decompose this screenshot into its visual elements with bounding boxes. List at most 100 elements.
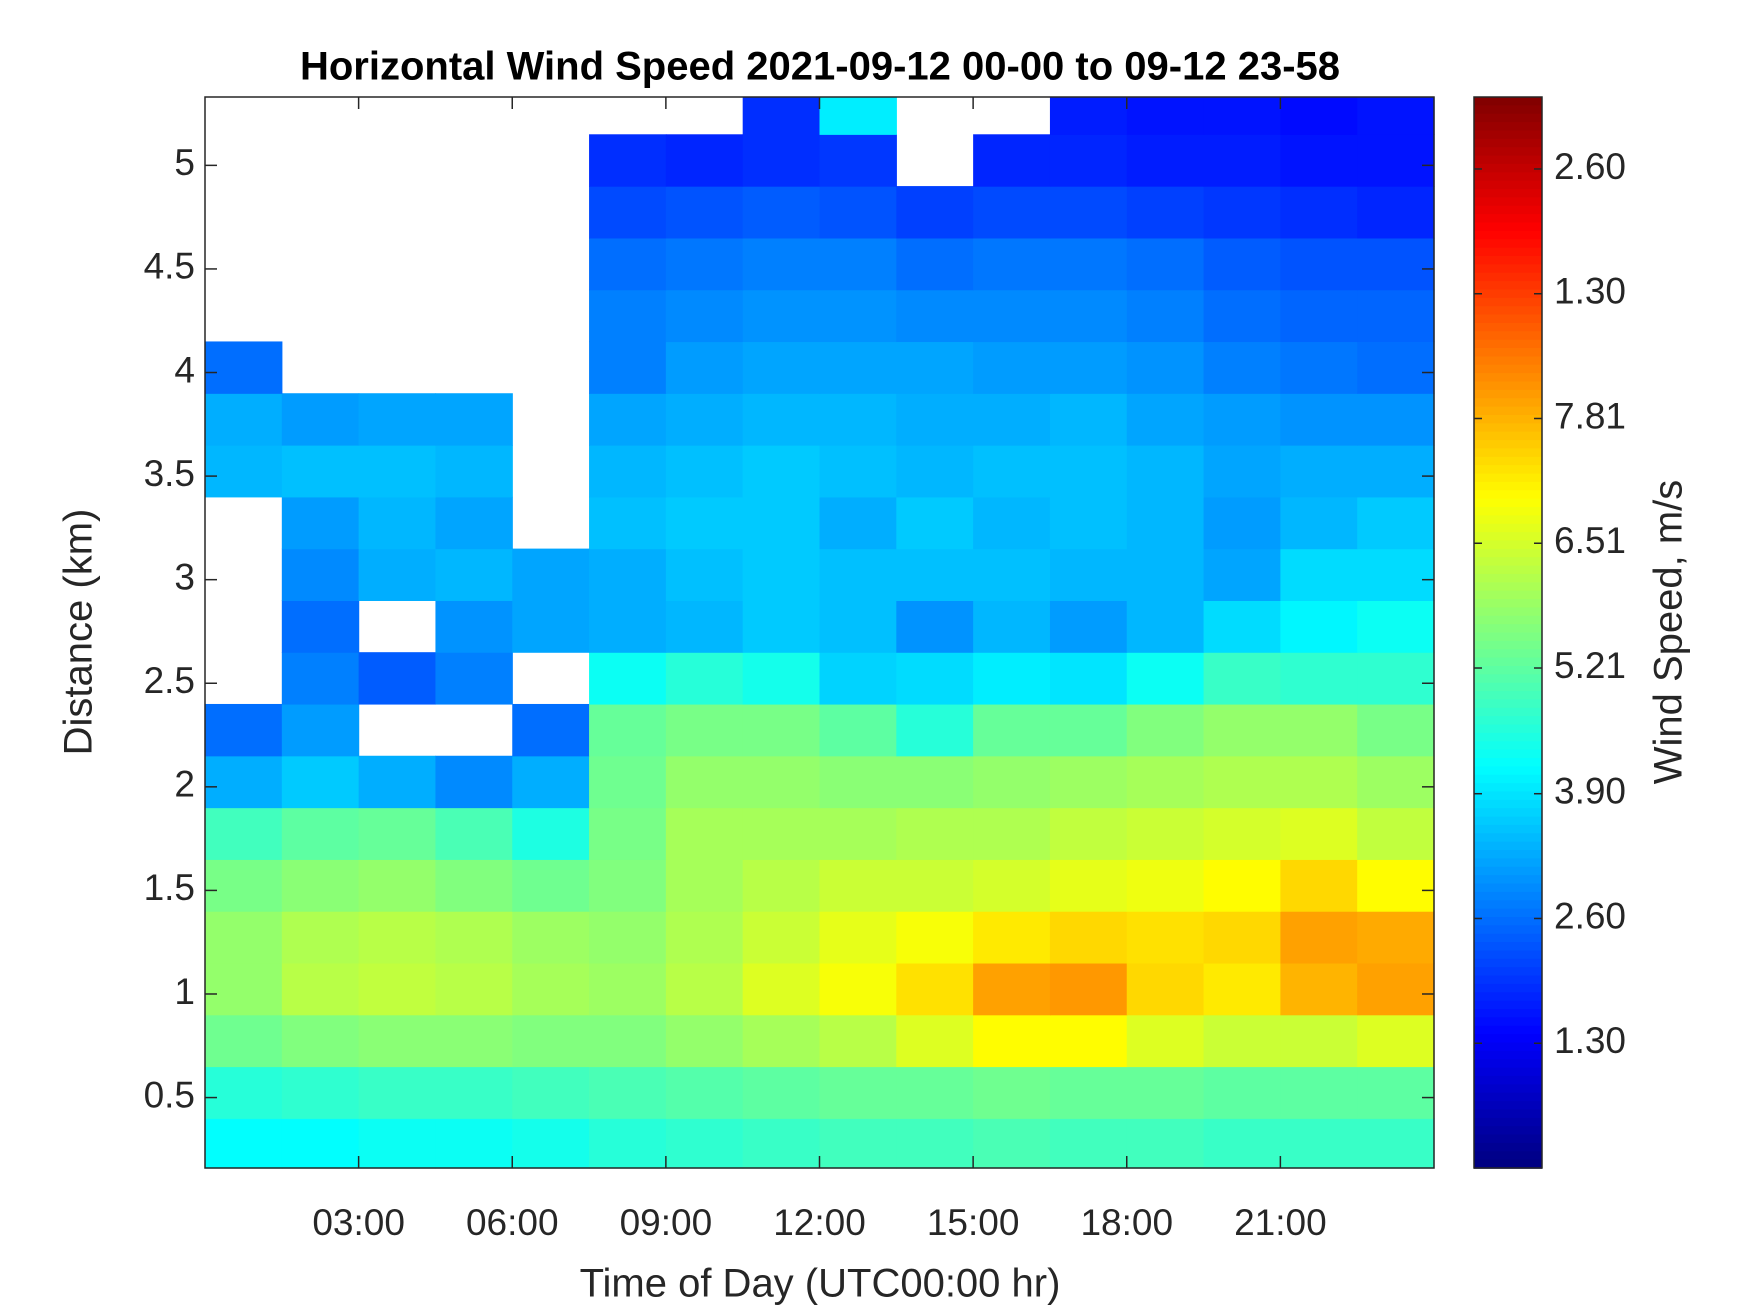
colorbar-strip: [1474, 515, 1542, 525]
colorbar-strip: [1474, 247, 1542, 257]
heatmap-cell: [896, 289, 974, 343]
heatmap-cell: [589, 289, 667, 343]
colorbar-strip: [1474, 724, 1542, 734]
heatmap-cell: [1357, 911, 1435, 964]
heatmap-cell: [435, 548, 513, 601]
heatmap-cell: [1203, 289, 1281, 343]
colorbar-strip: [1474, 741, 1542, 751]
heatmap-cell: [742, 807, 821, 860]
heatmap-cell: [1049, 97, 1128, 135]
colorbar-strip: [1474, 398, 1542, 408]
colorbar-tick-label: 2.60: [1554, 146, 1626, 187]
heatmap-cell: [896, 237, 974, 291]
heatmap-cell: [1126, 496, 1205, 550]
colorbar-strip: [1474, 992, 1542, 1002]
colorbar-strip: [1474, 866, 1542, 876]
heatmap-cell: [512, 1118, 590, 1169]
heatmap-cell: [358, 962, 437, 1016]
heatmap-cell: [1280, 548, 1358, 601]
colorbar-strip: [1474, 808, 1542, 818]
y-tick-label: 1: [174, 971, 195, 1012]
heatmap-cell: [973, 445, 1051, 498]
heatmap-cell: [1126, 1118, 1205, 1169]
heatmap-cell: [1280, 1066, 1358, 1119]
heatmap-cell: [1280, 134, 1358, 187]
heatmap-cell: [896, 496, 974, 550]
heatmap-cell: [589, 134, 667, 187]
heatmap-cell: [896, 548, 974, 601]
colorbar-strip: [1474, 657, 1542, 667]
heatmap-cell: [1049, 496, 1128, 550]
heatmap-cell: [281, 911, 360, 964]
heatmap-cell: [665, 548, 744, 601]
y-tick-label: 2.5: [144, 660, 195, 701]
heatmap-cell: [589, 237, 667, 291]
heatmap-cell: [742, 393, 821, 446]
heatmap-cell: [589, 962, 667, 1016]
colorbar-tick-label: 1.30: [1554, 1020, 1626, 1061]
colorbar-strip: [1474, 599, 1542, 609]
heatmap-cell: [435, 1118, 513, 1169]
colorbar-strip: [1474, 833, 1542, 843]
heatmap-cell: [1357, 186, 1435, 239]
heatmap-cell: [1126, 97, 1205, 135]
heatmap-cell: [973, 962, 1051, 1016]
colorbar-strip: [1474, 1000, 1542, 1010]
heatmap-cell: [1357, 445, 1435, 498]
colorbar-strip: [1474, 180, 1542, 190]
heatmap-cell: [665, 341, 744, 394]
heatmap-cell: [281, 393, 360, 446]
heatmap-cell: [896, 703, 974, 757]
heatmap-cell: [1357, 289, 1435, 343]
heatmap-cell: [1280, 807, 1358, 860]
heatmap-cell: [896, 186, 974, 239]
heatmap-cell: [1280, 703, 1358, 757]
heatmap-cell: [1357, 237, 1435, 291]
x-tick-label: 18:00: [1080, 1202, 1173, 1243]
heatmap-cell: [742, 1014, 821, 1068]
heatmap-cell: [1126, 289, 1205, 343]
heatmap-cell: [1280, 341, 1358, 394]
heatmap-cell: [358, 393, 437, 446]
heatmap-cell: [358, 652, 437, 705]
heatmap-cell: [435, 962, 513, 1016]
colorbar-strip: [1474, 322, 1542, 333]
colorbar-strip: [1474, 155, 1542, 165]
heatmap-cell: [896, 962, 974, 1016]
colorbar-strip: [1474, 674, 1542, 684]
colorbar-strip: [1474, 875, 1542, 885]
heatmap-cell: [435, 911, 513, 964]
heatmap-cell: [512, 1066, 590, 1119]
heatmap-cell: [665, 859, 744, 912]
heatmap-cell: [589, 496, 667, 550]
colorbar-strip: [1474, 699, 1542, 709]
heatmap-cell: [819, 807, 897, 860]
colorbar-strip: [1474, 97, 1542, 107]
heatmap-cell: [819, 289, 897, 343]
heatmap-cell: [205, 962, 283, 1016]
heatmap-cell: [512, 1014, 590, 1068]
colorbar-strip: [1474, 1092, 1542, 1102]
heatmap-cell: [742, 548, 821, 601]
x-tick-label: 15:00: [927, 1202, 1020, 1243]
heatmap-cell: [1049, 186, 1128, 239]
heatmap-cell: [589, 600, 667, 653]
heatmap-cell: [281, 962, 360, 1016]
colorbar-strip: [1474, 732, 1542, 743]
heatmap-cell: [1049, 807, 1128, 860]
heatmap-cell: [1203, 341, 1281, 394]
x-tick-label: 03:00: [312, 1202, 405, 1243]
heatmap-cell: [665, 496, 744, 550]
colorbar-strip: [1474, 356, 1542, 366]
heatmap-cell: [1126, 911, 1205, 964]
colorbar-tick-label: 7.81: [1554, 395, 1626, 436]
colorbar-strip: [1474, 950, 1542, 960]
heatmap-cell: [1049, 134, 1128, 187]
colorbar-strip: [1474, 799, 1542, 810]
heatmap-cell: [896, 341, 974, 394]
colorbar-strip: [1474, 607, 1542, 617]
heatmap-cell: [819, 755, 897, 809]
heatmap-cell: [589, 445, 667, 498]
heatmap-cell: [665, 600, 744, 653]
colorbar-strip: [1474, 1059, 1542, 1069]
